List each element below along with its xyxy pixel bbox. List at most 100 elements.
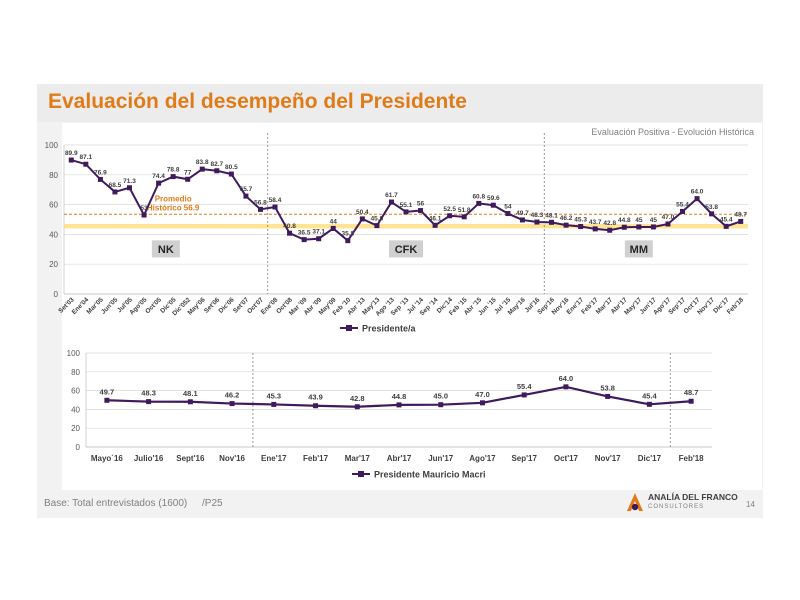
data-label: 68.5: [109, 182, 122, 189]
data-point: [738, 218, 744, 224]
x-tick-label: Nov'17: [595, 454, 621, 463]
data-label: 51.8: [458, 207, 471, 214]
data-point: [243, 193, 249, 199]
data-point: [534, 219, 540, 225]
data-label: 46.1: [429, 215, 442, 222]
data-point: [359, 216, 365, 222]
data-label: 49.7: [100, 387, 115, 396]
x-tick-label: Mar'17: [345, 454, 371, 463]
data-point: [479, 400, 485, 406]
data-label: 46.2: [225, 391, 240, 400]
data-point: [519, 217, 525, 223]
data-label: 43.9: [308, 393, 323, 402]
data-point: [605, 393, 611, 399]
company-logo: ANALÍA DEL FRANCO CONSULTORES: [626, 490, 738, 516]
data-label: 45: [635, 217, 643, 224]
data-point: [141, 212, 147, 218]
data-point: [374, 223, 380, 229]
data-point: [187, 399, 193, 405]
y-tick-label: 20: [49, 260, 58, 269]
data-label: 55.1: [400, 202, 413, 209]
x-tick-label: Ago'17: [469, 454, 496, 463]
slide-title: Evaluación del desempeño del Presidente: [48, 90, 467, 113]
data-label: 83.8: [196, 159, 209, 166]
data-label: 44: [330, 218, 338, 225]
data-label: 60.8: [472, 193, 485, 200]
logo-mark-icon: [627, 493, 643, 511]
data-point: [563, 384, 569, 390]
data-label: 78.8: [167, 167, 180, 174]
title-bar: [37, 84, 763, 122]
data-point: [592, 226, 598, 232]
data-point: [146, 399, 152, 405]
y-tick-label: 40: [49, 230, 58, 239]
data-point: [104, 397, 110, 403]
x-tick-label: Sep'17: [511, 454, 537, 463]
y-tick-label: 60: [49, 201, 58, 210]
era-box: [624, 240, 653, 258]
y-tick-label: 0: [54, 290, 59, 299]
data-label: 36.5: [298, 230, 311, 237]
data-label: 48.3: [141, 389, 156, 398]
data-point: [83, 161, 89, 167]
footer-base: Base: Total entrevistados (1600): [44, 498, 188, 509]
data-point: [650, 224, 656, 230]
data-label: 55.4: [517, 382, 532, 391]
data-point: [354, 404, 360, 410]
x-tick-label: Dic'17: [638, 454, 662, 463]
y-tick-label: 100: [45, 141, 59, 150]
x-tick-label: Nov'16: [219, 454, 245, 463]
data-label: 45.4: [642, 391, 657, 400]
data-point: [621, 224, 627, 230]
data-label: 56: [417, 201, 425, 208]
data-point: [126, 185, 132, 191]
data-label: 48.7: [734, 211, 747, 218]
data-point: [438, 402, 444, 408]
chart-subtitle: Evaluación Positiva - Evolución Históric…: [591, 127, 754, 137]
data-point: [199, 166, 205, 172]
data-point: [549, 219, 555, 225]
data-label: 74.4: [152, 173, 165, 180]
data-label: 48.7: [684, 388, 699, 397]
x-tick-label: Ene'17: [261, 454, 287, 463]
data-label: 47.0: [475, 390, 490, 399]
era-label: MM: [630, 244, 648, 256]
average-value-label: Histórico 56.9: [147, 203, 200, 212]
data-point: [316, 236, 322, 242]
data-point: [680, 208, 686, 214]
legend-marker: [358, 471, 364, 477]
x-tick-label: Sept'16: [176, 454, 205, 463]
data-label: 48.1: [183, 389, 198, 398]
data-point: [563, 222, 569, 228]
data-label: 44.8: [392, 392, 407, 401]
x-tick-label: Jun'17: [428, 454, 454, 463]
x-tick-label: Feb'17: [303, 454, 329, 463]
data-label: 77: [184, 169, 192, 176]
data-point: [723, 223, 729, 229]
x-tick-label: Feb'18: [679, 454, 705, 463]
logo-subtitle: CONSULTORES: [648, 504, 705, 510]
data-point: [665, 221, 671, 227]
data-point: [257, 206, 263, 212]
data-label: 56.8: [254, 199, 267, 206]
page-number: 14: [746, 500, 755, 509]
y-tick-label: 60: [71, 387, 80, 396]
data-point: [228, 171, 234, 177]
main-chart-panel: [62, 123, 762, 345]
era-box: [389, 240, 423, 258]
average-label: Promedio: [155, 194, 192, 203]
data-point: [287, 230, 293, 236]
data-label: 47.0: [662, 214, 675, 221]
data-point: [301, 237, 307, 243]
x-tick-label: Mayo´16: [91, 454, 124, 463]
data-label: 64.0: [559, 374, 574, 383]
data-label: 37.1: [312, 229, 325, 236]
data-label: 87.1: [80, 154, 93, 161]
data-point: [170, 174, 176, 180]
data-point: [432, 222, 438, 228]
data-label: 53.8: [600, 383, 615, 392]
data-point: [214, 168, 220, 174]
data-label: 53: [140, 205, 148, 212]
